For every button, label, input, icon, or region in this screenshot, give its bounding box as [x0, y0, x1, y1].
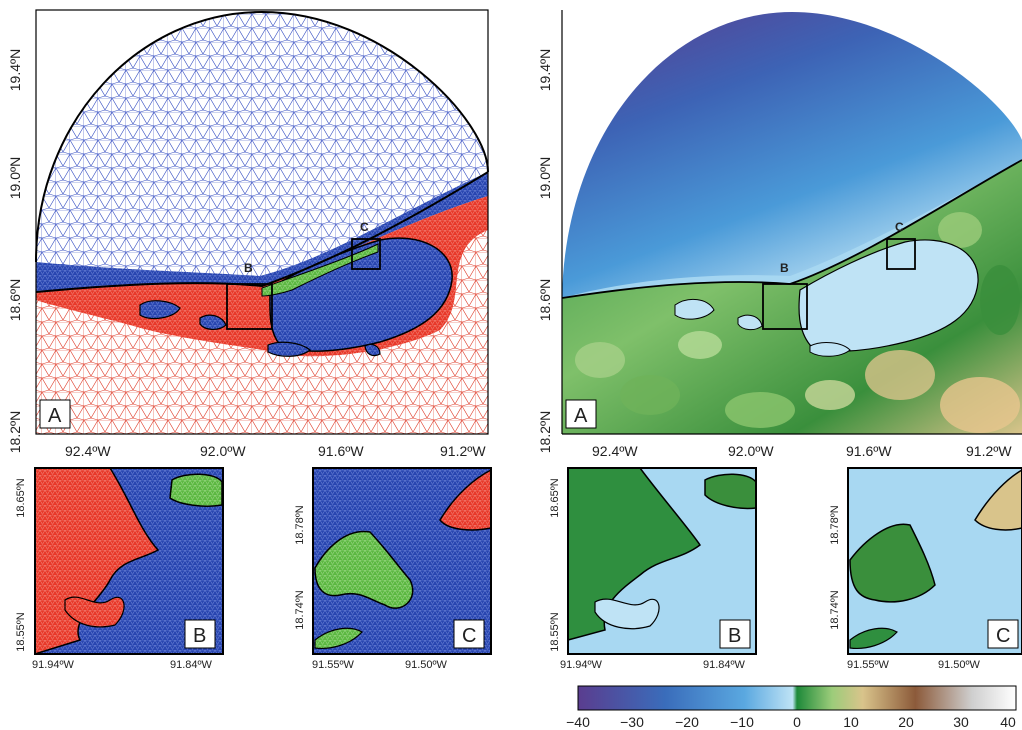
colorbar-gradient — [577, 685, 1017, 711]
left-box-label-B: B — [244, 261, 253, 275]
left-map-frame — [35, 9, 489, 435]
colorbar-tick-5: 0 — [793, 714, 801, 730]
colorbar-tick-4: −10 — [730, 714, 754, 730]
left-box-C — [351, 238, 381, 270]
left-inset-B-x2: 91.84ºW — [170, 659, 213, 671]
colorbar: −40 −30 −20 −10 0 10 20 30 40 — [566, 685, 1017, 730]
right-inset-C: C 91.55ºW 91.50ºW 18.78ºN 18.74ºN — [829, 467, 1022, 671]
left-main-map: B C A 92.4ºW 92.0ºW 91.6ºW 91.2ºW 19.4ºN… — [7, 9, 489, 459]
colorbar-tick-3: −20 — [675, 714, 699, 730]
left-inset-B: B 91.94ºW 91.84ºW 18.65ºN 18.55ºN — [15, 467, 224, 671]
right-small-lagoon-1 — [674, 298, 715, 320]
left-x-tick-4: 91.2ºW — [440, 443, 486, 459]
right-inset-B-label: B — [728, 625, 741, 647]
right-y-tick-3: 18.6ºN — [537, 279, 553, 321]
right-inset-C-y2: 18.74ºN — [829, 590, 841, 630]
right-inset-B-y1: 18.65ºN — [549, 478, 561, 518]
right-main-map: B C A 92.4ºW 92.0ºW 91.6ºW 91.2ºW 19.4ºN… — [537, 10, 1022, 459]
right-panel-label-box — [565, 399, 597, 429]
right-land-patches — [575, 212, 1020, 433]
left-inset-C-label: C — [462, 625, 476, 647]
left-inset-B-label: B — [193, 625, 206, 647]
left-inset-B-x1: 91.94ºW — [32, 659, 75, 671]
left-small-lagoon-3 — [267, 341, 311, 357]
left-small-lagoon-4 — [364, 343, 381, 357]
left-y-tick-3: 18.6ºN — [7, 279, 23, 321]
right-inset-B-y2: 18.55ºN — [549, 612, 561, 652]
left-inset-C-y1: 18.78ºN — [294, 505, 306, 545]
right-x-tick-1: 92.4ºW — [592, 443, 638, 459]
right-panel-label: A — [574, 405, 588, 427]
right-inset-B-x1: 91.94ºW — [560, 659, 603, 671]
right-y-tick-1: 19.4ºN — [537, 49, 553, 91]
right-y-tick-2: 19.0ºN — [537, 157, 553, 199]
left-box-label-C: C — [360, 220, 369, 234]
right-inset-B-x2: 91.84ºW — [703, 659, 746, 671]
colorbar-tick-2: −30 — [620, 714, 644, 730]
left-x-tick-2: 92.0ºW — [200, 443, 246, 459]
right-box-label-C: C — [895, 220, 904, 234]
left-inset-C: C 91.55ºW 91.50ºW 18.78ºN 18.74ºN — [294, 467, 492, 671]
left-inset-C-y2: 18.74ºN — [294, 590, 306, 630]
colorbar-tick-7: 20 — [898, 714, 914, 730]
right-inset-C-y1: 18.78ºN — [829, 505, 841, 545]
right-x-tick-4: 91.2ºW — [966, 443, 1012, 459]
left-inset-B-y1: 18.65ºN — [15, 478, 27, 518]
left-small-lagoon-1 — [139, 300, 181, 320]
right-inset-C-x2: 91.50ºW — [938, 659, 981, 671]
right-inset-B: B 91.94ºW 91.84ºW 18.65ºN 18.55ºN — [549, 467, 757, 671]
left-coastline — [36, 171, 488, 293]
left-inset-C-x1: 91.55ºW — [312, 659, 355, 671]
colorbar-tick-1: −40 — [566, 714, 590, 730]
right-y-tick-4: 18.2ºN — [537, 411, 553, 453]
left-y-tick-2: 19.0ºN — [7, 157, 23, 199]
left-y-tick-4: 18.2ºN — [7, 411, 23, 453]
left-domain-boundary — [35, 10, 489, 263]
left-ocean-coarse-mesh — [36, 12, 488, 290]
left-box-B — [226, 283, 273, 330]
left-panel-label: A — [48, 405, 62, 427]
right-box-B — [762, 283, 808, 330]
left-y-tick-1: 19.4ºN — [7, 49, 23, 91]
left-island-mesh — [261, 243, 379, 297]
right-small-lagoon-2 — [737, 314, 763, 331]
right-x-tick-2: 92.0ºW — [728, 443, 774, 459]
right-box-label-B: B — [780, 261, 789, 275]
left-x-tick-3: 91.6ºW — [318, 443, 364, 459]
left-small-lagoon-2 — [199, 314, 227, 330]
right-inset-C-label: C — [996, 625, 1010, 647]
left-x-tick-1: 92.4ºW — [65, 443, 111, 459]
colorbar-tick-9: 40 — [1000, 714, 1016, 730]
right-inset-C-x1: 91.55ºW — [847, 659, 890, 671]
colorbar-tick-8: 30 — [953, 714, 969, 730]
left-inset-B-y2: 18.55ºN — [15, 612, 27, 652]
left-inset-C-x2: 91.50ºW — [405, 659, 448, 671]
colorbar-tick-6: 10 — [843, 714, 859, 730]
right-box-C — [886, 238, 916, 270]
right-x-tick-3: 91.6ºW — [846, 443, 892, 459]
right-small-lagoon-3 — [809, 342, 851, 357]
left-panel-label-box — [39, 399, 71, 429]
